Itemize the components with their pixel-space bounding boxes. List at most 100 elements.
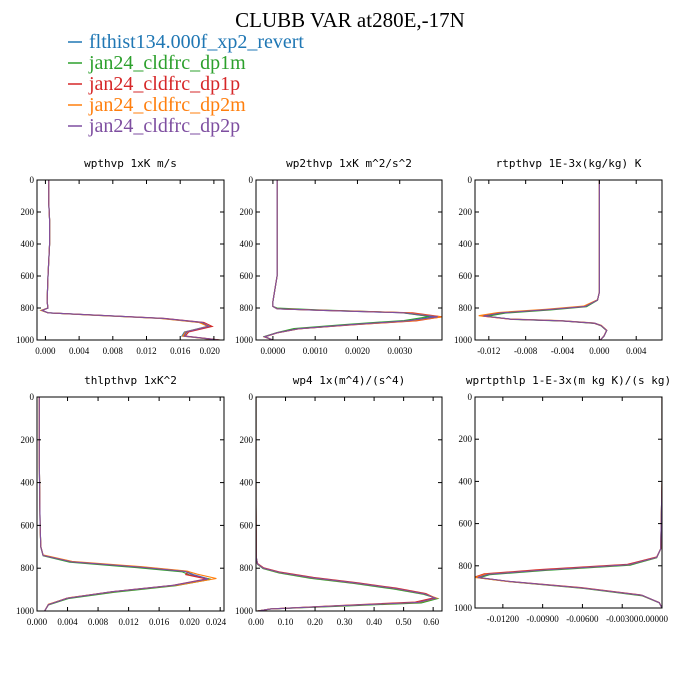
series-group [475, 397, 662, 608]
y-tick-label: 200 [21, 435, 35, 445]
x-tick-label: 0.0020 [345, 346, 370, 356]
x-tick-label: 0.012 [136, 346, 156, 356]
series-group [262, 180, 442, 340]
x-tick-label: 0.020 [200, 346, 221, 356]
series-line-1 [262, 180, 434, 340]
x-tick-label: 0.004 [626, 346, 647, 356]
y-tick-label: 0 [249, 392, 254, 402]
x-tick-label: -0.01200 [487, 614, 520, 624]
y-tick-label: 800 [240, 563, 254, 573]
series-group [38, 397, 217, 611]
x-tick-label: 0.00000 [639, 614, 669, 624]
x-tick-label: -0.00900 [527, 614, 560, 624]
x-tick-label: -0.012 [477, 346, 500, 356]
y-tick-label: 0 [249, 175, 254, 185]
y-tick-label: 800 [459, 561, 473, 571]
x-tick-label: 0.016 [170, 346, 191, 356]
chart-panel-3: rtpthvp 1E-3x(kg/kg) K02004006008001000-… [454, 157, 663, 356]
series-line-3 [262, 180, 442, 340]
series-line-3 [256, 397, 437, 611]
panel-title: rtpthvp 1E-3x(kg/kg) K [496, 157, 642, 170]
series-line-5 [477, 397, 662, 608]
y-tick-label: 400 [21, 239, 35, 249]
x-tick-label: 0.60 [423, 617, 439, 627]
series-line-1 [476, 397, 662, 608]
series-group [256, 397, 440, 611]
x-tick-label: 0.0000 [261, 346, 286, 356]
x-tick-label: 0.30 [337, 617, 353, 627]
y-tick-label: 0 [30, 175, 35, 185]
legend-label: jan24_cldfrc_dp1p [88, 73, 240, 95]
plot-frame [36, 179, 225, 341]
series-line-5 [40, 180, 219, 340]
series-line-5 [256, 397, 438, 611]
x-tick-label: -0.00300 [606, 614, 639, 624]
panel-title: thlpthvp 1xK^2 [84, 374, 177, 387]
x-tick-label: 0.004 [57, 617, 78, 627]
series-line-2 [39, 180, 220, 340]
x-tick-label: 0.10 [278, 617, 294, 627]
x-tick-label: 0.20 [307, 617, 323, 627]
y-tick-label: 200 [21, 207, 35, 217]
x-tick-label: -0.008 [514, 346, 538, 356]
series-line-4 [262, 180, 442, 340]
x-tick-label: 0.020 [180, 617, 201, 627]
y-tick-label: 600 [240, 520, 254, 530]
y-tick-label: 0 [468, 175, 473, 185]
legend-label: jan24_cldfrc_dp1m [88, 52, 246, 74]
y-tick-label: 200 [459, 207, 473, 217]
series-line-3 [40, 180, 221, 340]
series-line-4 [256, 397, 439, 611]
y-tick-label: 1000 [16, 335, 35, 345]
y-tick-label: 600 [459, 271, 473, 281]
series-group [39, 180, 221, 340]
y-tick-label: 1000 [454, 603, 473, 613]
y-tick-label: 400 [240, 478, 254, 488]
legend-entry: jan24_cldfrc_dp1m [68, 52, 246, 74]
series-line-4 [475, 397, 662, 608]
x-tick-label: 0.008 [103, 346, 124, 356]
series-line-5 [483, 180, 608, 340]
panel-title: wprtpthlp 1-E-3x(m kg K)/(s kg) [466, 374, 671, 387]
y-tick-label: 800 [21, 303, 35, 313]
legend-label: jan24_cldfrc_dp2p [88, 115, 240, 137]
x-tick-label: 0.000 [35, 346, 56, 356]
x-tick-label: 0.00 [248, 617, 264, 627]
series-line-2 [478, 397, 662, 608]
y-tick-label: 600 [21, 520, 35, 530]
series-line-5 [262, 180, 438, 340]
panel-title: wp2thvp 1xK m^2/s^2 [286, 157, 412, 170]
y-tick-label: 400 [459, 476, 473, 486]
series-line-2 [38, 397, 212, 611]
series-line-3 [38, 397, 207, 611]
figure-title: CLUBB VAR at280E,-17N [235, 8, 465, 32]
series-line-4 [39, 180, 218, 340]
y-tick-label: 400 [240, 239, 254, 249]
plot-frame [255, 396, 443, 612]
x-tick-label: -0.00600 [566, 614, 599, 624]
y-tick-label: 1000 [235, 606, 254, 616]
x-tick-label: 0.016 [149, 617, 170, 627]
plot-frame [474, 179, 663, 341]
y-tick-label: 1000 [16, 606, 35, 616]
y-tick-label: 800 [459, 303, 473, 313]
x-tick-label: 0.000 [27, 617, 48, 627]
series-line-1 [256, 397, 439, 611]
plot-frame [474, 396, 663, 609]
x-tick-label: -0.004 [551, 346, 575, 356]
chart-panel-2: wp2thvp 1xK m^2/s^2 0 200 400 600 800 1000 0.00… [235, 157, 443, 356]
y-tick-label: 1000 [235, 335, 254, 345]
y-tick-label: 800 [21, 563, 35, 573]
plot-frame [255, 179, 443, 341]
y-tick-label: 200 [459, 434, 473, 444]
y-tick-label: 800 [240, 303, 254, 313]
series-line-4 [38, 397, 217, 611]
x-tick-label: 0.000 [589, 346, 610, 356]
y-tick-label: 400 [21, 478, 35, 488]
y-tick-label: 0 [30, 392, 35, 402]
series-line-2 [486, 180, 608, 340]
chart-panel-6: wprtpthlp 1-E-3x(m kg K)/(s kg) 0 200 400 60… [454, 374, 671, 624]
